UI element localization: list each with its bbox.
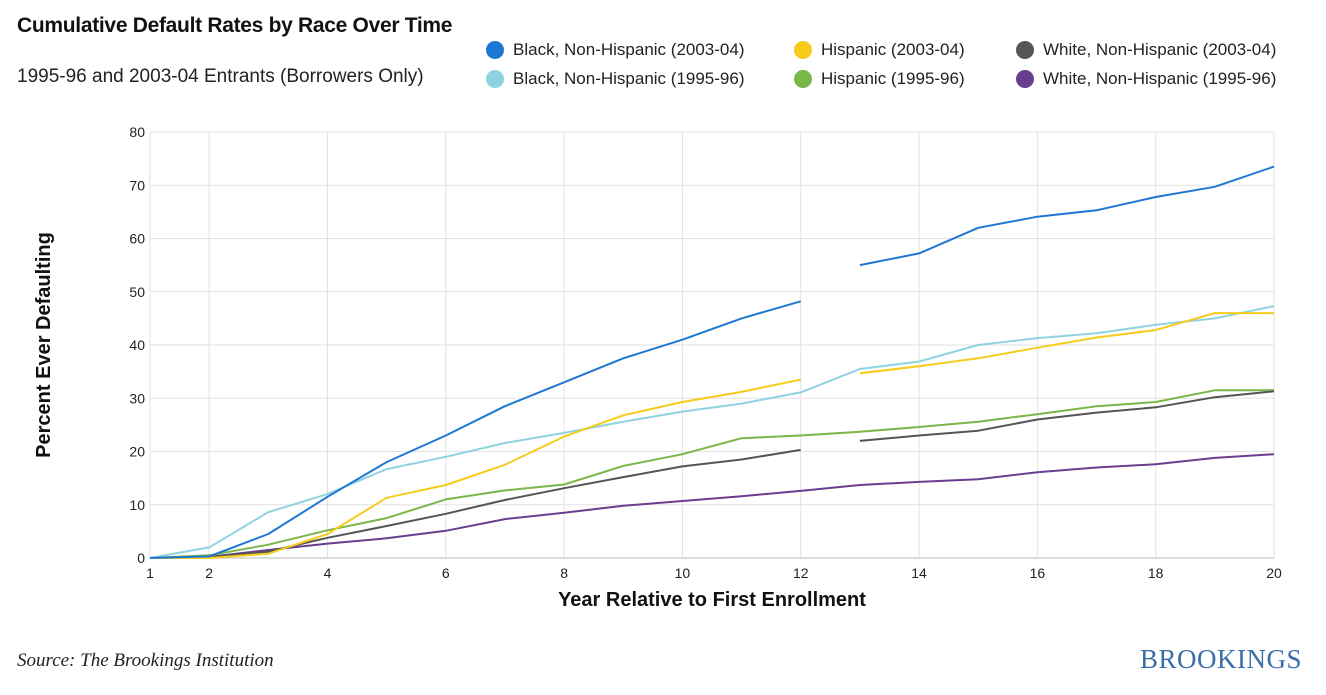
legend-label: Hispanic (2003-04) bbox=[821, 40, 965, 59]
series-line bbox=[150, 378, 801, 559]
legend-item: Hispanic (2003-04) bbox=[794, 40, 965, 60]
y-tick-label: 0 bbox=[137, 550, 145, 566]
legend-label: White, Non-Hispanic (2003-04) bbox=[1043, 40, 1277, 59]
legend-swatch bbox=[1016, 41, 1034, 59]
legend-label: Hispanic (1995-96) bbox=[821, 69, 965, 88]
series-line bbox=[859, 390, 1275, 442]
x-tick-label: 20 bbox=[1266, 565, 1282, 581]
series-lines bbox=[149, 165, 1275, 559]
x-tick-label: 6 bbox=[442, 565, 450, 581]
y-tick-label: 30 bbox=[129, 390, 145, 406]
x-tick-label: 2 bbox=[205, 565, 213, 581]
y-axis-ticks: 0 10 20 30 40 50 60 70 80 bbox=[129, 124, 145, 566]
brand-logo: BROOKINGS bbox=[1139, 644, 1302, 674]
series-line bbox=[149, 448, 801, 559]
x-tick-label: 14 bbox=[911, 565, 927, 581]
x-axis-title: Year Relative to First Enrollment bbox=[558, 589, 866, 611]
y-tick-label: 10 bbox=[129, 497, 145, 513]
series-line bbox=[149, 305, 1275, 559]
y-tick-label: 20 bbox=[129, 444, 145, 460]
series-line bbox=[859, 312, 1274, 375]
series-line bbox=[149, 389, 1274, 559]
x-tick-label: 8 bbox=[560, 565, 568, 581]
series-line bbox=[149, 300, 801, 559]
x-tick-label: 1 bbox=[146, 565, 154, 581]
y-tick-label: 80 bbox=[129, 124, 145, 140]
x-tick-label: 10 bbox=[675, 565, 691, 581]
y-tick-label: 40 bbox=[129, 337, 145, 353]
legend-swatch bbox=[1016, 70, 1034, 88]
x-tick-label: 4 bbox=[324, 565, 332, 581]
x-axis-ticks: 1 2 4 6 8 10 12 14 16 18 20 bbox=[146, 565, 1282, 581]
series-line bbox=[149, 453, 1275, 559]
y-tick-label: 50 bbox=[129, 284, 145, 300]
legend-swatch bbox=[486, 70, 504, 88]
legend-label: White, Non-Hispanic (1995-96) bbox=[1043, 69, 1277, 88]
legend-item: Black, Non-Hispanic (1995-96) bbox=[486, 69, 745, 89]
series-line bbox=[859, 165, 1275, 267]
legend-item: White, Non-Hispanic (2003-04) bbox=[1016, 40, 1276, 60]
legend-item: White, Non-Hispanic (1995-96) bbox=[1016, 69, 1276, 89]
legend-swatch bbox=[486, 41, 504, 59]
source-note: Source: The Brookings Institution bbox=[17, 650, 274, 671]
x-tick-label: 12 bbox=[793, 565, 809, 581]
legend-item: Hispanic (1995-96) bbox=[794, 69, 965, 89]
legend-label: Black, Non-Hispanic (1995-96) bbox=[513, 69, 745, 88]
gridlines bbox=[149, 131, 1275, 559]
legend-label: Black, Non-Hispanic (2003-04) bbox=[513, 40, 745, 59]
y-tick-label: 70 bbox=[129, 177, 145, 193]
legend-swatch bbox=[794, 41, 812, 59]
y-axis-title: Percent Ever Defaulting bbox=[33, 232, 55, 458]
chart-title: Cumulative Default Rates by Race Over Ti… bbox=[17, 14, 453, 37]
legend-swatch bbox=[794, 70, 812, 88]
x-tick-label: 16 bbox=[1030, 565, 1046, 581]
x-tick-label: 18 bbox=[1148, 565, 1164, 581]
chart-subtitle: 1995-96 and 2003-04 Entrants (Borrowers … bbox=[17, 66, 424, 87]
legend-item: Black, Non-Hispanic (2003-04) bbox=[486, 40, 745, 60]
y-tick-label: 60 bbox=[129, 231, 145, 247]
